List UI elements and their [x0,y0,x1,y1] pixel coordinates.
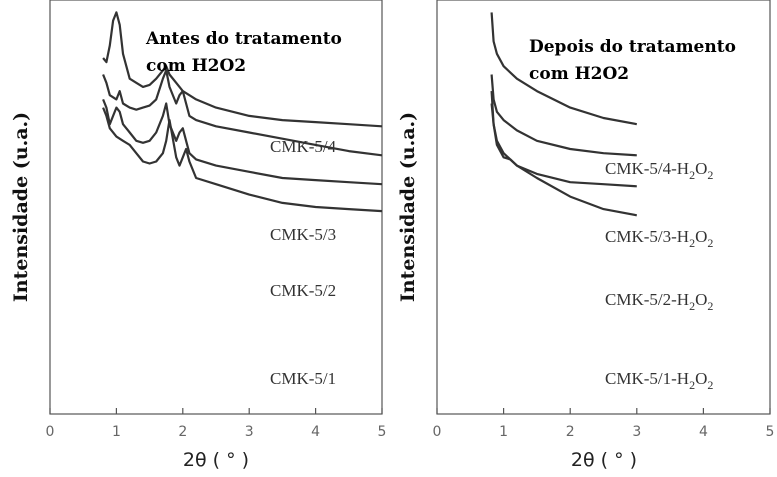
x-axis-ticks: 0 1 2 3 4 5 [433,408,775,440]
series-line [490,103,638,217]
series-label: CMK-5/2-H2O2 [605,290,713,313]
panel-title-line1: Depois do tratamento [529,37,736,57]
series-line [490,12,638,126]
x-tick-label: 3 [632,424,641,440]
x-axis-label: 2θ ( ° ) [183,449,249,471]
series-labels: CMK-5/4 CMK-5/3 CMK-5/2 CMK-5/1 [270,137,337,388]
series-labels: CMK-5/4-H2O2 CMK-5/3-H2O2 CMK-5/2-H2O2 CMK-… [605,159,713,392]
panel-before-treatment: 0 1 2 3 4 5 CMK-5/4 CMK-5/3 CMK-5/2 CMK-5/1 Ante… [10,0,386,471]
x-tick-label: 5 [766,424,775,440]
y-axis-label: Intensidade (u.a.) [10,112,32,302]
series-line [102,98,383,186]
x-tick-label: 2 [178,424,187,440]
x-tick-label: 0 [46,424,55,440]
x-axis-ticks: 0 1 2 3 4 5 [46,408,387,440]
plot-frame [49,0,383,415]
series-line [102,69,383,157]
plot-frame [436,0,771,415]
x-tick-label: 1 [112,424,121,440]
series-label: CMK-5/4 [270,137,337,156]
series-line [490,74,637,157]
y-axis-label: Intensidade (u.a.) [397,112,419,302]
series-label: CMK-5/1 [270,369,336,388]
series-label: CMK-5/2 [270,281,336,300]
x-tick-label: 1 [499,424,508,440]
panel-title-line2: com H2O2 [529,64,629,84]
x-tick-label: 3 [245,424,254,440]
series-label: CMK-5/4-H2O2 [605,159,713,182]
panel-after-treatment: 0 1 2 3 4 5 CMK-5/4-H2O2 CMK-5/3-H2O2 CMK-5/2-H… [397,0,774,471]
x-tick-label: 2 [566,424,575,440]
series-line [102,11,383,128]
curves [490,12,638,217]
series-line [102,107,383,213]
series-label: CMK-5/3 [270,225,336,244]
series-label: CMK-5/3-H2O2 [605,227,713,250]
x-tick-label: 4 [699,424,708,440]
series-label: CMK-5/1-H2O2 [605,369,713,392]
curves [102,11,383,213]
x-tick-label: 4 [311,424,320,440]
x-tick-label: 0 [433,424,442,440]
x-axis-label: 2θ ( ° ) [571,449,637,471]
x-tick-label: 5 [378,424,387,440]
panel-title-line1: Antes do tratamento [145,29,342,49]
panel-title-line2: com H2O2 [146,56,246,76]
